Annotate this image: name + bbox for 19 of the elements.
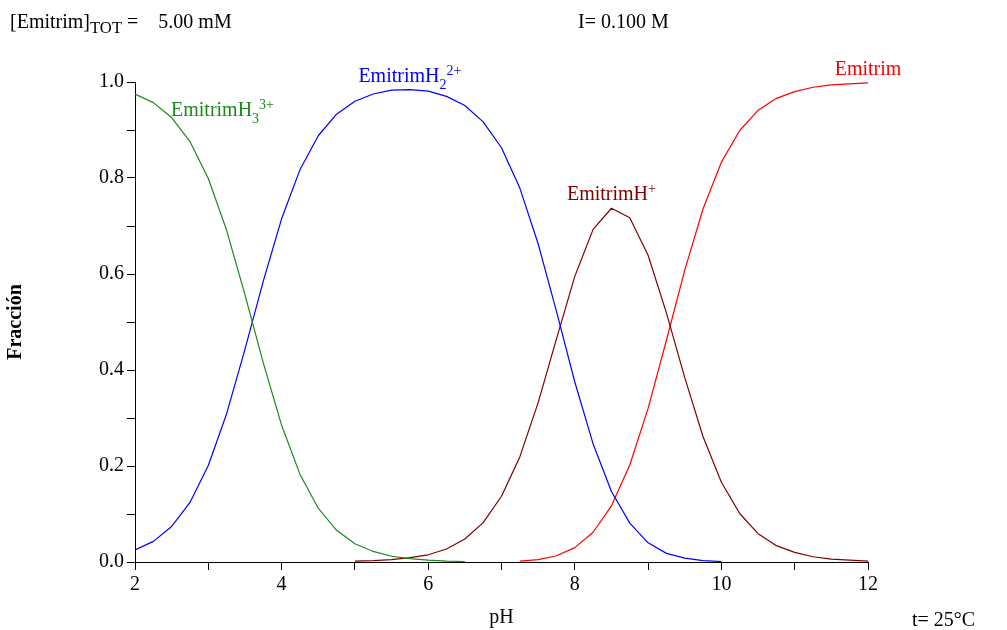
x-tick-label: 8 (569, 572, 580, 595)
y-tick-label: 0.6 (99, 261, 124, 284)
y-tick-label: 0.2 (99, 453, 124, 476)
x-tick-label: 2 (130, 572, 140, 595)
y-tick-label: 0.4 (99, 357, 124, 380)
text: [Emitrim]$_{TOT}$ = 5.00 mM (10, 10, 232, 38)
text: t= 25°C (912, 608, 976, 630)
x-axis-title: pH (489, 605, 514, 629)
y-tick-label: 1.0 (99, 69, 124, 92)
series-label: EmitrimH+ (566, 181, 657, 205)
x-tick-label: 10 (711, 572, 732, 595)
y-tick-label: 0.8 (99, 165, 124, 188)
series-label: Emitrim (834, 56, 902, 79)
x-tick-label: 12 (858, 572, 878, 595)
y-axis-title: Fracción (3, 284, 26, 360)
x-tick-label: 4 (276, 572, 287, 595)
y-tick-label: 0.0 (99, 549, 124, 572)
x-tick-label: 6 (423, 572, 434, 595)
text: I= 0.100 M (578, 10, 669, 33)
